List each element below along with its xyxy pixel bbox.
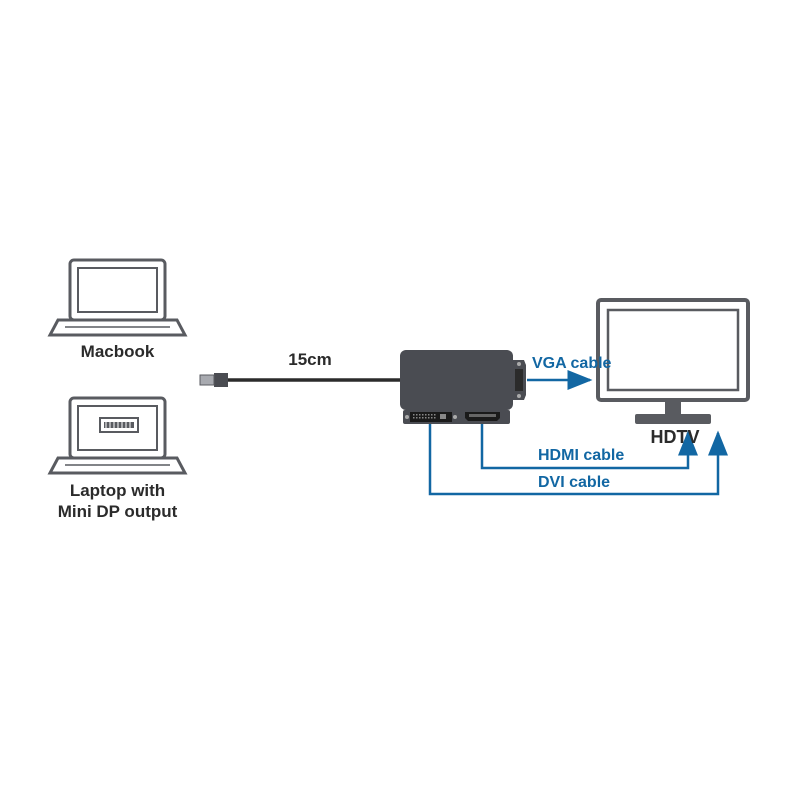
adapter-icon: [400, 350, 526, 424]
hdtv-icon: [598, 300, 748, 424]
macbook-label: Macbook: [50, 342, 185, 362]
macbook-icon: [50, 260, 185, 335]
minidp-connector-icon: [200, 373, 228, 387]
vga-label: VGA cable: [532, 355, 611, 373]
laptop-icon: [50, 398, 185, 473]
cable-length-label: 15cm: [270, 350, 350, 370]
laptop-label: Laptop with Mini DP output: [40, 480, 195, 523]
hdtv-label: HDTV: [635, 427, 715, 448]
dvi-label: DVI cable: [538, 474, 610, 492]
hdmi-label: HDMI cable: [538, 447, 624, 465]
minidp-port-icon: [100, 418, 138, 432]
